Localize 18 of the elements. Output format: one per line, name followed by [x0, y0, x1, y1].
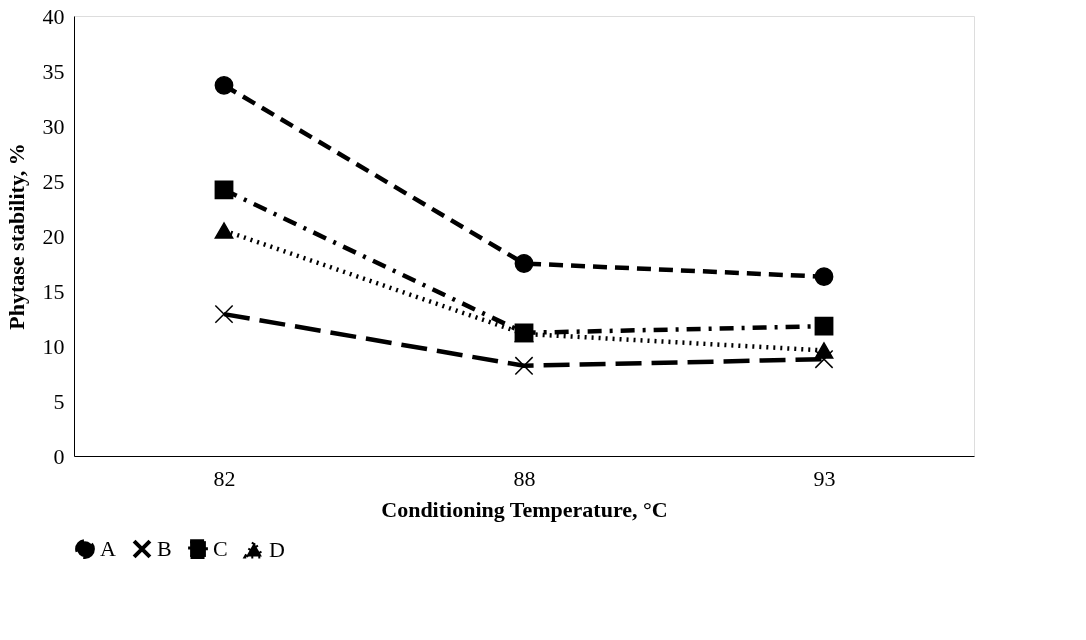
y-tick-label: 20: [42, 223, 65, 249]
y-tick-label: 40: [42, 3, 65, 29]
y-tick-label: 15: [42, 278, 65, 304]
y-tick-label: 35: [42, 58, 65, 84]
y-tick-label: 25: [42, 168, 65, 194]
x-tick-label: 88: [513, 465, 536, 491]
legend-label: B: [157, 536, 172, 562]
y-tick-label: 5: [53, 388, 65, 414]
y-tick-label: 10: [42, 333, 65, 359]
x-tick-label: 93: [813, 465, 836, 491]
legend-label: A: [100, 536, 116, 562]
legend-label: D: [269, 536, 285, 562]
x-tick-label: 82: [213, 465, 236, 491]
x-axis-title: Conditioning Temperature, °C: [381, 496, 668, 522]
legend-label: C: [213, 536, 228, 562]
y-axis-title: Phytase stability, %: [3, 143, 29, 330]
y-tick-label: 30: [42, 113, 65, 139]
y-tick-label: 0: [53, 443, 65, 469]
